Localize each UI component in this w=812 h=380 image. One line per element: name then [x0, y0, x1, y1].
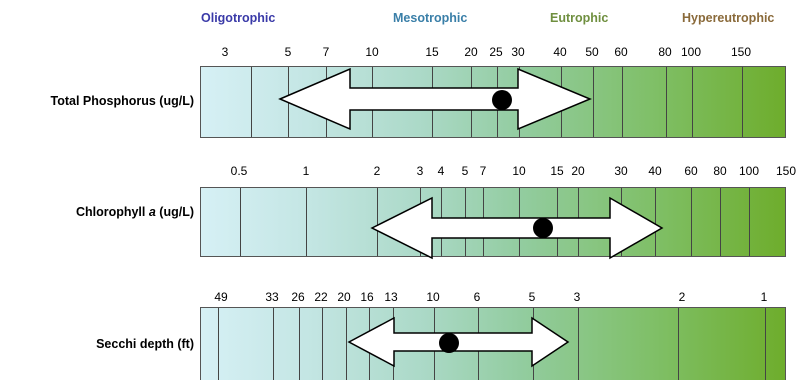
row-label-unit: (ug/L)	[155, 205, 194, 219]
row-label-italic: a	[148, 205, 156, 219]
tick-label: 80	[658, 45, 672, 59]
tick-label: 7	[479, 164, 487, 178]
current-value-marker-chlorophyll-a	[533, 218, 553, 238]
tick-label: 5	[461, 164, 469, 178]
gridline	[765, 308, 766, 380]
gridline	[218, 308, 219, 380]
gridline	[578, 308, 579, 380]
row-label-text: Total Phosphorus (ug/L)	[50, 94, 195, 108]
tick-label: 30	[614, 164, 628, 178]
tick-label: 0.5	[230, 164, 248, 178]
tick-label: 10	[512, 164, 526, 178]
tick-label: 60	[614, 45, 628, 59]
gridline	[306, 188, 307, 256]
gridline	[691, 188, 692, 256]
tick-label: 100	[680, 45, 702, 59]
gridline	[593, 67, 594, 137]
class-label-eutrophic: Eutrophic	[550, 11, 609, 25]
row-label-text: Chlorophyll	[75, 205, 149, 219]
row-label-text: Secchi depth (ft)	[96, 337, 194, 351]
tick-label: 20	[464, 45, 478, 59]
tick-label: 10	[426, 290, 440, 304]
gridline	[322, 308, 323, 380]
tick-label: 22	[314, 290, 328, 304]
row-label-chlorophyll-a: Chlorophyll a (ug/L)	[0, 205, 194, 219]
range-arrow-total-phosphorus	[278, 67, 592, 131]
tick-label: 5	[528, 290, 536, 304]
gridline	[655, 188, 656, 256]
tick-label: 16	[360, 290, 374, 304]
tick-label: 2	[678, 290, 686, 304]
tick-label: 10	[365, 45, 379, 59]
tick-label: 1	[760, 290, 768, 304]
tick-label: 3	[221, 45, 229, 59]
gridline	[692, 67, 693, 137]
tick-label: 20	[337, 290, 351, 304]
range-arrow-chlorophyll-a	[370, 196, 664, 260]
tick-label: 80	[713, 164, 727, 178]
tick-label: 15	[425, 45, 439, 59]
tick-label: 6	[473, 290, 481, 304]
tick-label: 7	[322, 45, 330, 59]
gridline	[749, 188, 750, 256]
current-value-marker-secchi-depth	[439, 333, 459, 353]
tick-label: 3	[416, 164, 424, 178]
tick-label: 100	[738, 164, 760, 178]
gridline	[240, 188, 241, 256]
tick-label: 33	[265, 290, 279, 304]
tick-label: 3	[573, 290, 581, 304]
gridline	[273, 308, 274, 380]
gridline	[299, 308, 300, 380]
tick-label: 60	[684, 164, 698, 178]
tick-label: 150	[775, 164, 797, 178]
class-label-mesotrophic: Mesotrophic	[393, 11, 468, 25]
gridline	[622, 67, 623, 137]
tick-label: 1	[302, 164, 310, 178]
row-label-secchi-depth: Secchi depth (ft)	[0, 337, 194, 351]
tick-label: 30	[511, 45, 525, 59]
class-label-hypereutrophic: Hypereutrophic	[682, 11, 775, 25]
tick-label: 40	[553, 45, 567, 59]
tick-label: 49	[214, 290, 228, 304]
tick-label: 5	[284, 45, 292, 59]
gridline	[346, 308, 347, 380]
tick-label: 150	[730, 45, 752, 59]
gridline	[377, 188, 378, 256]
tick-label: 13	[384, 290, 398, 304]
tick-label: 4	[437, 164, 445, 178]
gridline	[666, 67, 667, 137]
tick-label: 25	[489, 45, 503, 59]
tick-label: 20	[571, 164, 585, 178]
tick-label: 2	[373, 164, 381, 178]
tick-label: 50	[585, 45, 599, 59]
gridline	[251, 67, 252, 137]
tick-label: 26	[291, 290, 305, 304]
class-label-oligotrophic: Oligotrophic	[201, 11, 276, 25]
tick-label: 15	[550, 164, 564, 178]
row-label-total-phosphorus: Total Phosphorus (ug/L)	[0, 94, 195, 108]
gridline	[678, 308, 679, 380]
gridline	[720, 188, 721, 256]
gridline	[742, 67, 743, 137]
current-value-marker-total-phosphorus	[492, 90, 512, 110]
tick-label: 40	[648, 164, 662, 178]
